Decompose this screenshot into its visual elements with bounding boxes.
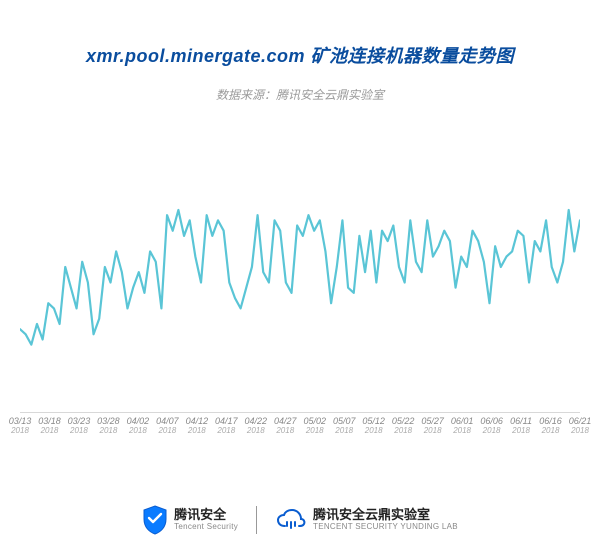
x-tick: 03/232018	[68, 417, 91, 436]
x-tick-year: 2018	[392, 427, 415, 436]
x-tick: 04/122018	[186, 417, 209, 436]
x-tick-year: 2018	[480, 427, 503, 436]
brand-yunding-lab: 腾讯安全云鼎实验室 TENCENT SECURITY YUNDING LAB	[275, 508, 458, 532]
x-tick-year: 2018	[333, 427, 356, 436]
x-tick-year: 2018	[274, 427, 297, 436]
x-tick-year: 2018	[215, 427, 238, 436]
x-tick-year: 2018	[245, 427, 268, 436]
x-tick: 05/022018	[303, 417, 326, 436]
x-tick: 04/072018	[156, 417, 179, 436]
x-tick: 03/182018	[38, 417, 61, 436]
x-tick-year: 2018	[127, 427, 150, 436]
x-tick-year: 2018	[156, 427, 179, 436]
x-tick-year: 2018	[9, 427, 32, 436]
chart-title: xmr.pool.minergate.com 矿池连接机器数量走势图	[0, 0, 600, 68]
x-tick: 03/282018	[97, 417, 120, 436]
x-tick-year: 2018	[569, 427, 592, 436]
brand2-en: TENCENT SECURITY YUNDING LAB	[313, 523, 458, 532]
x-tick: 03/132018	[9, 417, 32, 436]
x-tick-year: 2018	[362, 427, 385, 436]
footer: 腾讯安全 Tencent Security 腾讯安全云鼎实验室 TENCENT …	[0, 505, 600, 535]
line-chart	[20, 153, 580, 413]
x-tick-year: 2018	[421, 427, 444, 436]
x-tick-year: 2018	[510, 427, 532, 436]
x-tick: 04/222018	[245, 417, 268, 436]
brand1-cn: 腾讯安全	[174, 508, 238, 522]
x-tick: 04/272018	[274, 417, 297, 436]
x-tick: 06/162018	[539, 417, 562, 436]
x-tick: 04/022018	[127, 417, 150, 436]
x-tick-year: 2018	[539, 427, 562, 436]
brand-tencent-security: 腾讯安全 Tencent Security	[142, 505, 238, 535]
cloud-icon	[275, 508, 307, 532]
x-tick: 06/062018	[480, 417, 503, 436]
x-tick: 04/172018	[215, 417, 238, 436]
x-tick: 06/212018	[569, 417, 592, 436]
shield-icon	[142, 505, 168, 535]
x-axis: 03/13201803/18201803/23201803/28201804/0…	[20, 417, 580, 447]
chart-subtitle: 数据来源：腾讯安全云鼎实验室	[0, 86, 600, 103]
x-tick: 06/012018	[451, 417, 474, 436]
x-tick: 05/222018	[392, 417, 415, 436]
x-tick: 05/072018	[333, 417, 356, 436]
brand1-en: Tencent Security	[174, 523, 238, 532]
brand2-cn: 腾讯安全云鼎实验室	[313, 508, 458, 522]
x-tick-year: 2018	[186, 427, 209, 436]
x-tick: 05/122018	[362, 417, 385, 436]
x-tick-year: 2018	[38, 427, 61, 436]
x-tick-year: 2018	[451, 427, 474, 436]
x-tick-year: 2018	[303, 427, 326, 436]
x-tick-year: 2018	[97, 427, 120, 436]
x-tick: 05/272018	[421, 417, 444, 436]
x-tick-year: 2018	[68, 427, 91, 436]
x-tick: 06/112018	[510, 417, 532, 436]
footer-divider	[256, 506, 257, 534]
